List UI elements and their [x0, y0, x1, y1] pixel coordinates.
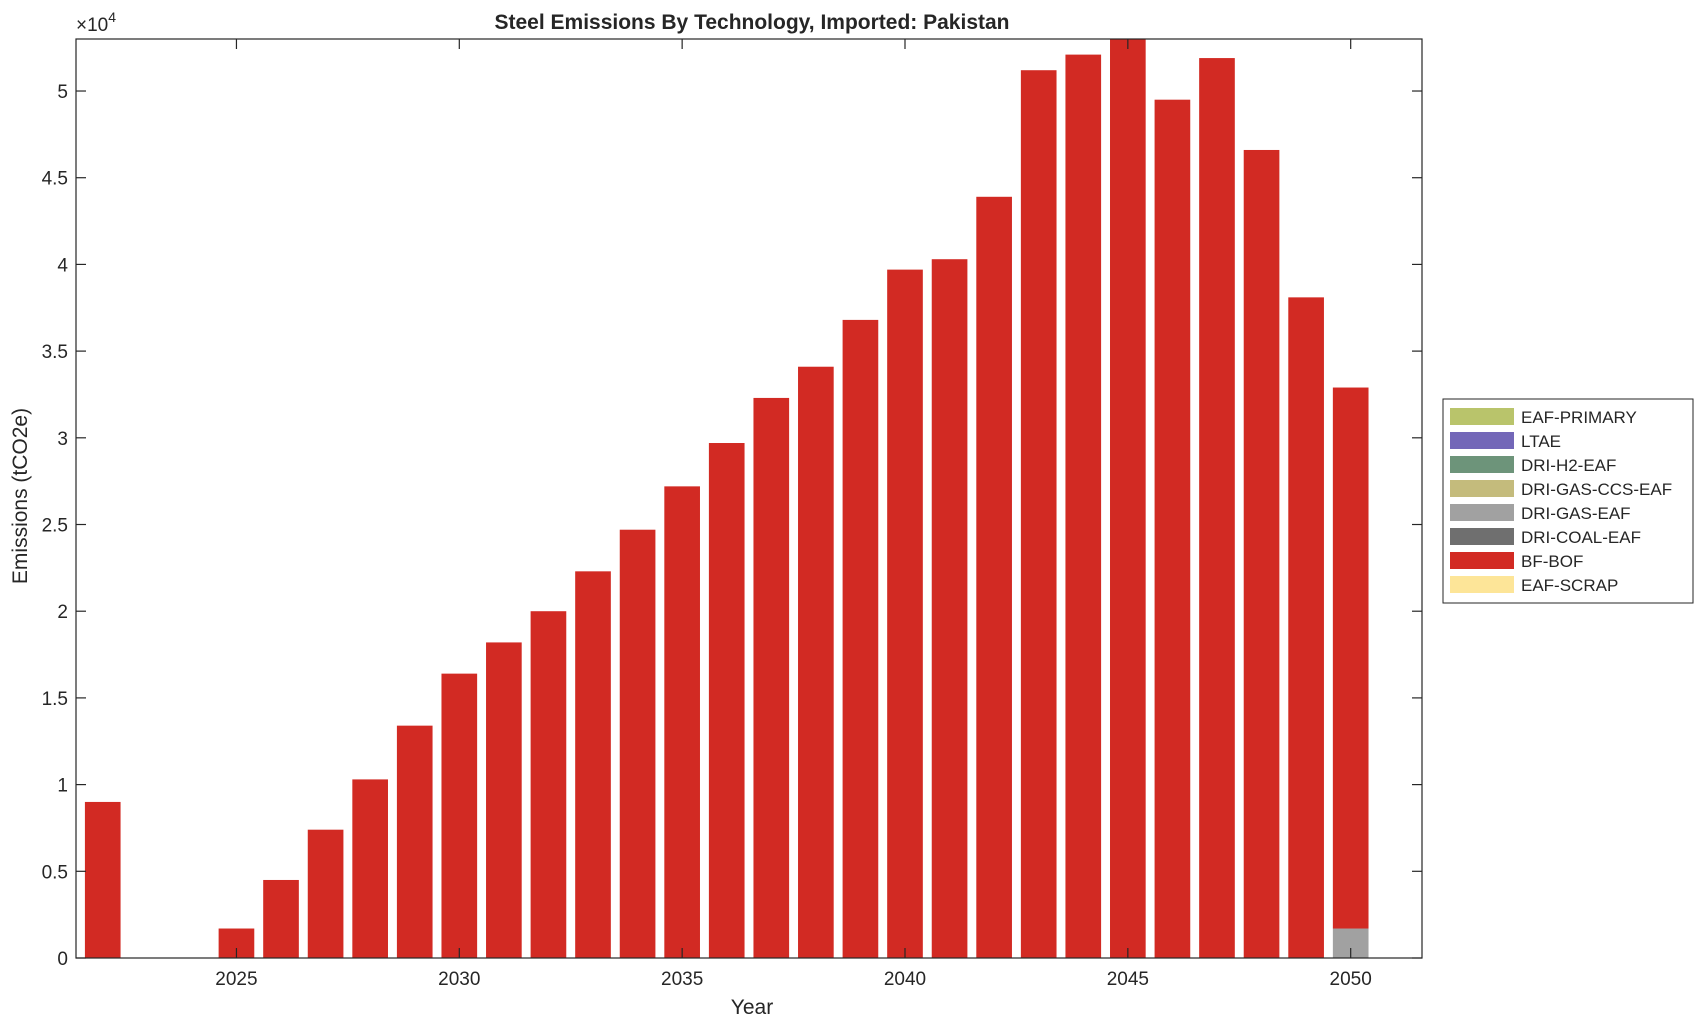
legend-swatch-bf-bof: [1450, 552, 1514, 569]
bar-bf-bof-2050: [1332, 387, 1369, 929]
bar-bf-bof-2033: [575, 571, 611, 958]
bar-bf-bof-2048: [1243, 149, 1280, 959]
bar-bf-bof-2040: [887, 269, 923, 958]
legend-swatch-eaf-primary: [1450, 408, 1514, 425]
y-tick-label-7: 3.5: [42, 342, 68, 363]
legend-swatch-dri-gas-ccs-eaf: [1450, 480, 1514, 497]
x-axis-label: Year: [731, 996, 773, 1019]
y-axis-multiplier: ×104: [76, 9, 116, 36]
y-tick-label-4: 2: [57, 602, 68, 623]
legend-label-bf-bof: BF-BOF: [1521, 552, 1583, 571]
plot-frame: [75, 38, 1423, 959]
bar-bf-bof-2022: [84, 801, 121, 958]
bar-bf-bof-2042: [976, 196, 1012, 959]
x-tick-label-2025: 2025: [215, 969, 257, 990]
legend-swatch-eaf-scrap: [1450, 576, 1514, 593]
x-tick-label-2030: 2030: [438, 969, 480, 990]
chart-title: Steel Emissions By Technology, Imported:…: [494, 11, 1009, 34]
x-tick-label-2040: 2040: [884, 969, 926, 990]
y-axis-label: Emissions (tCO2e): [9, 408, 32, 584]
legend-label-dri-gas-eaf: DRI-GAS-EAF: [1521, 504, 1631, 523]
bar-bf-bof-2035: [664, 486, 700, 958]
legend-label-dri-gas-ccs-eaf: DRI-GAS-CCS-EAF: [1521, 480, 1672, 499]
y-tick-label-5: 2.5: [42, 516, 68, 537]
legend-swatch-ltae: [1450, 432, 1514, 449]
y-tick-label-2: 1: [57, 776, 68, 797]
x-tick-label-2045: 2045: [1107, 969, 1149, 990]
x-tick-label-2035: 2035: [661, 969, 703, 990]
y-tick-label-8: 4: [57, 255, 68, 276]
axes-group: 2025 2030 2035 2040 2045 2050 0 0.5 1 1.5 2 2.5 3 3.5…: [42, 38, 1423, 990]
bar-bf-bof-2031: [486, 642, 522, 958]
bar-bf-bof-2034: [619, 529, 656, 958]
y-tick-label-0: 0: [57, 949, 68, 970]
legend-box: [1442, 398, 1694, 604]
legend-swatch-dri-coal-eaf: [1450, 528, 1514, 545]
bar-bf-bof-2045: [1110, 39, 1146, 958]
bar-bf-bof-2029: [396, 725, 433, 958]
legend: EAF-PRIMARY LTAE DRI-H2-EAF DRI-GAS-CCS-EAF…: [1442, 398, 1694, 604]
bar-bf-bof-2044: [1065, 54, 1102, 959]
legend-label-eaf-primary: EAF-PRIMARY: [1521, 408, 1637, 427]
bar-bf-bof-2032: [530, 611, 567, 958]
bar-bf-bof-2043: [1020, 70, 1057, 958]
y-tick-label-1: 0.5: [42, 862, 68, 883]
bar-bf-bof-2038: [798, 366, 834, 959]
y-tick-label-10: 5: [57, 82, 68, 103]
bar-bf-bof-2046: [1154, 99, 1191, 958]
y-multiplier-exponent: 4: [108, 9, 116, 25]
bar-bf-bof-2041: [931, 259, 968, 959]
legend-label-dri-coal-eaf: DRI-COAL-EAF: [1521, 528, 1641, 547]
x-tick-label-2050: 2050: [1330, 969, 1372, 990]
legend-label-dri-h2-eaf: DRI-H2-EAF: [1521, 456, 1616, 475]
y-tick-label-9: 4.5: [42, 169, 68, 190]
legend-label-ltae: LTAE: [1521, 432, 1561, 451]
bar-bf-bof-2030: [441, 673, 478, 958]
bar-bf-bof-2028: [352, 779, 388, 958]
legend-swatch-dri-h2-eaf: [1450, 456, 1514, 473]
y-tick-label-6: 3: [57, 429, 68, 450]
bar-bf-bof-2037: [753, 397, 790, 958]
bar-bf-bof-2036: [708, 443, 745, 958]
bar-bf-bof-2049: [1288, 297, 1324, 958]
bar-bf-bof-2027: [307, 829, 344, 958]
bars-group: [84, 39, 1369, 959]
bar-bf-bof-2047: [1199, 58, 1235, 958]
bar-bf-bof-2039: [842, 319, 879, 958]
bar-bf-bof-2026: [263, 879, 299, 958]
legend-swatch-dri-gas-eaf: [1450, 504, 1514, 521]
legend-label-eaf-scrap: EAF-SCRAP: [1521, 576, 1618, 595]
y-multiplier-base: ×10: [76, 15, 108, 36]
y-tick-label-3: 1.5: [42, 689, 68, 710]
